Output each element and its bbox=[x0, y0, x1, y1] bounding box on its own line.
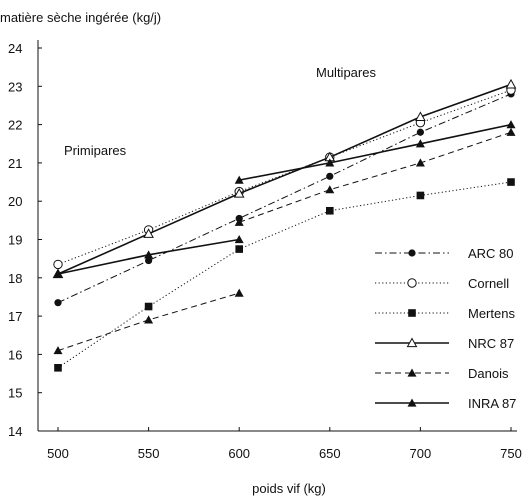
series-inra-87 bbox=[53, 120, 516, 278]
legend-marker-inra-87 bbox=[407, 398, 417, 407]
data-point-inra-87 bbox=[415, 139, 425, 148]
y-tick-label: 21 bbox=[8, 156, 22, 171]
legend-marker-danois bbox=[407, 368, 417, 377]
legend-label-danois: Danois bbox=[468, 366, 509, 381]
data-point-nrc-87 bbox=[505, 78, 517, 89]
data-point-mertens bbox=[326, 206, 334, 215]
labels: matière sèche ingérée (kg/j) poids vif (… bbox=[0, 10, 376, 496]
y-tick-label: 23 bbox=[8, 79, 22, 94]
axes: 14 15 16 17 18 19 20 21 22 23 24 500 550 600 650 700 750 bbox=[8, 40, 522, 461]
data-point-arc-80 bbox=[145, 256, 153, 265]
data-point-danois bbox=[53, 346, 63, 355]
data-point-inra-87 bbox=[325, 158, 335, 167]
data-point-danois bbox=[144, 315, 154, 324]
series-danois bbox=[53, 127, 516, 355]
data-point-nrc-87 bbox=[233, 188, 245, 198]
annotation-primipares: Primipares bbox=[64, 143, 127, 158]
series-mertens bbox=[54, 178, 515, 372]
legend-marker-arc-80 bbox=[408, 249, 416, 257]
y-tick-label: 18 bbox=[8, 271, 22, 286]
data-point-inra-87 bbox=[234, 175, 244, 184]
data-point-danois bbox=[325, 185, 335, 194]
y-tick-label: 17 bbox=[8, 309, 22, 324]
x-axis-title: poids vif (kg) bbox=[252, 481, 326, 496]
data-point-inra-87 bbox=[53, 269, 63, 278]
series-line-mertens bbox=[57, 181, 512, 369]
y-axis-title: matière sèche ingérée (kg/j) bbox=[0, 10, 161, 25]
legend-label-mertens: Mertens bbox=[468, 306, 515, 321]
y-tick-label: 19 bbox=[8, 233, 22, 248]
y-tick-label: 24 bbox=[8, 41, 22, 56]
data-point-mertens bbox=[54, 364, 62, 372]
data-point-mertens bbox=[144, 302, 153, 311]
series-line-danois bbox=[239, 131, 512, 223]
data-point-inra-87 bbox=[144, 250, 154, 259]
x-tick-label: 650 bbox=[319, 446, 341, 461]
data-point-mertens bbox=[416, 191, 425, 200]
x-tick-label: 550 bbox=[138, 446, 160, 461]
data-point-danois bbox=[234, 288, 244, 297]
data-point-inra-87 bbox=[234, 235, 244, 244]
legend-marker-cornell bbox=[407, 278, 417, 288]
legend-label-inra-87: INRA 87 bbox=[468, 396, 516, 411]
legend-marker-mertens bbox=[408, 309, 416, 317]
y-tick-label: 14 bbox=[8, 424, 22, 439]
legend-label-cornell: Cornell bbox=[468, 276, 509, 291]
y-tick-label: 16 bbox=[8, 347, 22, 362]
x-tick-label: 500 bbox=[47, 446, 69, 461]
data-point-danois bbox=[415, 158, 425, 167]
data-point-mertens bbox=[507, 178, 515, 186]
legend-label-nrc-87: NRC 87 bbox=[468, 336, 514, 351]
data-point-arc-80 bbox=[416, 128, 424, 136]
legend-box bbox=[368, 236, 518, 406]
data-point-nrc-87 bbox=[143, 228, 154, 238]
data-point-inra-87 bbox=[506, 120, 516, 129]
y-tick-label: 20 bbox=[8, 194, 22, 209]
data-point-arc-80 bbox=[54, 299, 62, 307]
x-tick-label: 700 bbox=[410, 446, 432, 461]
x-tick-label: 750 bbox=[500, 446, 522, 461]
legend: ARC 80 Cornell Mertens NRC 87 Danois INRA 87 bbox=[368, 236, 518, 411]
legend-marker-nrc-87 bbox=[406, 337, 418, 348]
y-tick-label: 22 bbox=[8, 118, 22, 133]
data-point-danois bbox=[506, 127, 516, 136]
series-line-arc-80 bbox=[57, 93, 512, 304]
x-tick-label: 600 bbox=[228, 446, 250, 461]
data-point-danois bbox=[234, 217, 244, 226]
data-point-nrc-87 bbox=[415, 111, 426, 122]
y-tick-label: 15 bbox=[8, 386, 22, 401]
series-line-nrc-87 bbox=[57, 83, 512, 275]
legend-label-arc-80: ARC 80 bbox=[468, 246, 514, 261]
data-point-arc-80 bbox=[326, 172, 334, 180]
series-line-inra-87 bbox=[239, 123, 512, 181]
data-point-cornell bbox=[53, 259, 63, 270]
data-point-mertens bbox=[235, 245, 243, 253]
series-layer bbox=[52, 78, 517, 372]
annotation-multipares: Multipares bbox=[316, 65, 376, 80]
